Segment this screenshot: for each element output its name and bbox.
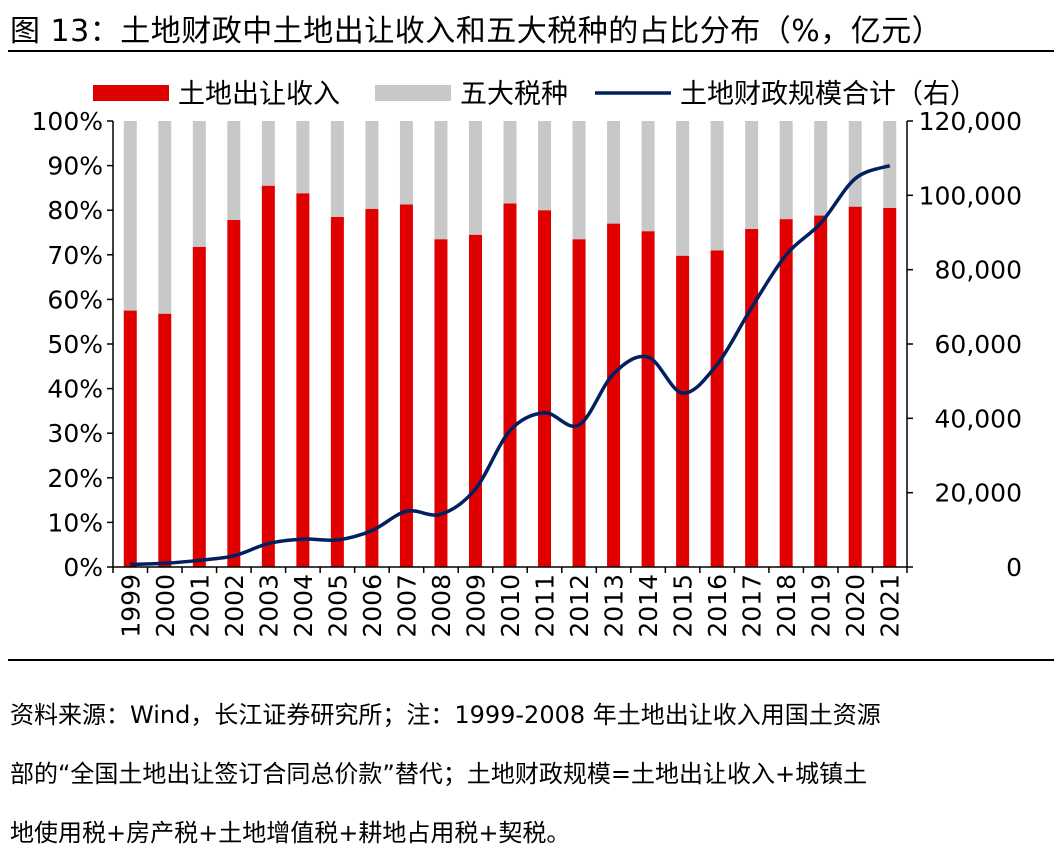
bar-land-transfer-2020: [849, 207, 862, 567]
bar-five-taxes-1999: [124, 121, 137, 311]
x-tick-label-2020: 2020: [841, 574, 870, 638]
bar-land-transfer-2001: [193, 247, 206, 567]
x-tick-label-2001: 2001: [185, 574, 214, 638]
bar-five-taxes-2002: [227, 121, 240, 220]
x-tick-label-2012: 2012: [565, 574, 594, 638]
x-tick-label-2013: 2013: [600, 574, 629, 638]
x-tick-label-2014: 2014: [634, 574, 663, 638]
left-tick-label: 40%: [47, 375, 103, 404]
source-note-line-1: 资料来源：Wind，长江证券研究所；注：1999-2008 年土地出让收入用国土…: [10, 701, 881, 729]
bar-land-transfer-1999: [124, 311, 137, 567]
bar-five-taxes-2021: [883, 121, 896, 208]
left-tick-label: 60%: [47, 285, 103, 314]
source-rule: [8, 659, 1054, 661]
bar-five-taxes-2008: [434, 121, 447, 239]
x-tick-label-2017: 2017: [738, 574, 767, 638]
x-tick-label-2010: 2010: [496, 574, 525, 638]
bar-five-taxes-2015: [676, 121, 689, 256]
bar-land-transfer-2005: [331, 217, 344, 567]
right-tick-label: 60,000: [935, 330, 1022, 359]
x-tick-label-2016: 2016: [703, 574, 732, 638]
bar-five-taxes-2005: [331, 121, 344, 217]
bar-land-transfer-2009: [469, 235, 482, 567]
bar-land-transfer-2021: [883, 208, 896, 567]
bar-five-taxes-2020: [849, 121, 862, 207]
bar-land-transfer-2003: [262, 186, 275, 567]
x-tick-label-2007: 2007: [392, 574, 421, 638]
x-tick-label-2015: 2015: [669, 574, 698, 638]
bar-five-taxes-2013: [607, 121, 620, 224]
source-note-line-2: 部的“全国土地出让签订合同总价款”替代；土地财政规模=土地出让收入+城镇土: [10, 760, 867, 788]
bar-land-transfer-2018: [780, 219, 793, 567]
bar-land-transfer-2014: [642, 231, 655, 567]
x-tick-label-1999: 1999: [116, 574, 145, 638]
x-tick-label-2019: 2019: [807, 574, 836, 638]
left-tick-label: 70%: [47, 241, 103, 270]
right-tick-label: 100,000: [919, 181, 1022, 210]
bar-five-taxes-2004: [296, 121, 309, 193]
right-tick-label: 40,000: [935, 404, 1022, 433]
x-tick-label-2000: 2000: [151, 574, 180, 638]
x-tick-label-2009: 2009: [461, 574, 490, 638]
x-tick-label-2003: 2003: [254, 574, 283, 638]
legend-swatch-five-taxes: [375, 85, 451, 101]
bar-land-transfer-2000: [158, 314, 171, 567]
bar-five-taxes-2000: [158, 121, 171, 314]
bar-land-transfer-2008: [434, 239, 447, 567]
bar-five-taxes-2010: [504, 121, 517, 204]
left-tick-label: 90%: [47, 152, 103, 181]
right-tick-label: 20,000: [935, 479, 1022, 508]
bar-land-transfer-2011: [538, 210, 551, 567]
bar-land-transfer-2004: [296, 193, 309, 567]
bar-land-transfer-2012: [573, 239, 586, 567]
bar-five-taxes-2006: [365, 121, 378, 209]
bar-land-transfer-2010: [504, 204, 517, 567]
legend-label-land-transfer: 土地出让收入: [178, 79, 340, 110]
legend-label-total: 土地财政规模合计（右）: [680, 79, 977, 110]
bar-five-taxes-2012: [573, 121, 586, 239]
bar-land-transfer-2002: [227, 220, 240, 567]
bar-five-taxes-2018: [780, 121, 793, 219]
source-note: 资料来源：Wind，长江证券研究所；注：1999-2008 年土地出让收入用国土…: [10, 686, 1054, 863]
bar-five-taxes-2019: [814, 121, 827, 216]
x-tick-label-2008: 2008: [427, 574, 456, 638]
bar-five-taxes-2017: [745, 121, 758, 229]
x-tick-label-2021: 2021: [876, 574, 905, 638]
left-tick-label: 50%: [47, 330, 103, 359]
bar-five-taxes-2011: [538, 121, 551, 210]
bar-land-transfer-2017: [745, 229, 758, 567]
source-note-line-3: 地使用税+房产税+土地增值税+耕地占用税+契税。: [10, 819, 570, 847]
legend-label-five-taxes: 五大税种: [460, 79, 568, 110]
right-tick-label: 120,000: [919, 107, 1022, 136]
legend-swatch-land-transfer: [93, 85, 169, 101]
bar-land-transfer-2015: [676, 256, 689, 567]
left-tick-label: 100%: [32, 107, 103, 136]
chart: 0% 10% 20% 30% 40% 50% 60% 70% 80% 90% 100% 0 20,000…: [0, 0, 1064, 660]
bar-five-taxes-2007: [400, 121, 413, 204]
left-tick-label: 30%: [47, 419, 103, 448]
left-tick-label: 10%: [47, 508, 103, 537]
bar-five-taxes-2016: [711, 121, 724, 250]
x-tick-label-2002: 2002: [220, 574, 249, 638]
bar-five-taxes-2014: [642, 121, 655, 231]
x-tick-label-2005: 2005: [323, 574, 352, 638]
bar-five-taxes-2003: [262, 121, 275, 186]
left-tick-label: 80%: [47, 196, 103, 225]
bar-five-taxes-2001: [193, 121, 206, 247]
right-tick-label: 80,000: [935, 256, 1022, 285]
bar-land-transfer-2013: [607, 224, 620, 567]
left-tick-label: 20%: [47, 464, 103, 493]
bar-land-transfer-2006: [365, 209, 378, 567]
bar-land-transfer-2016: [711, 250, 724, 567]
x-tick-label-2006: 2006: [358, 574, 387, 638]
right-tick-label: 0: [1006, 553, 1022, 582]
left-tick-label: 0%: [63, 553, 103, 582]
x-tick-label-2004: 2004: [289, 574, 318, 638]
bar-land-transfer-2019: [814, 216, 827, 567]
bar-five-taxes-2009: [469, 121, 482, 235]
x-tick-label-2018: 2018: [772, 574, 801, 638]
x-tick-label-2011: 2011: [531, 574, 560, 638]
